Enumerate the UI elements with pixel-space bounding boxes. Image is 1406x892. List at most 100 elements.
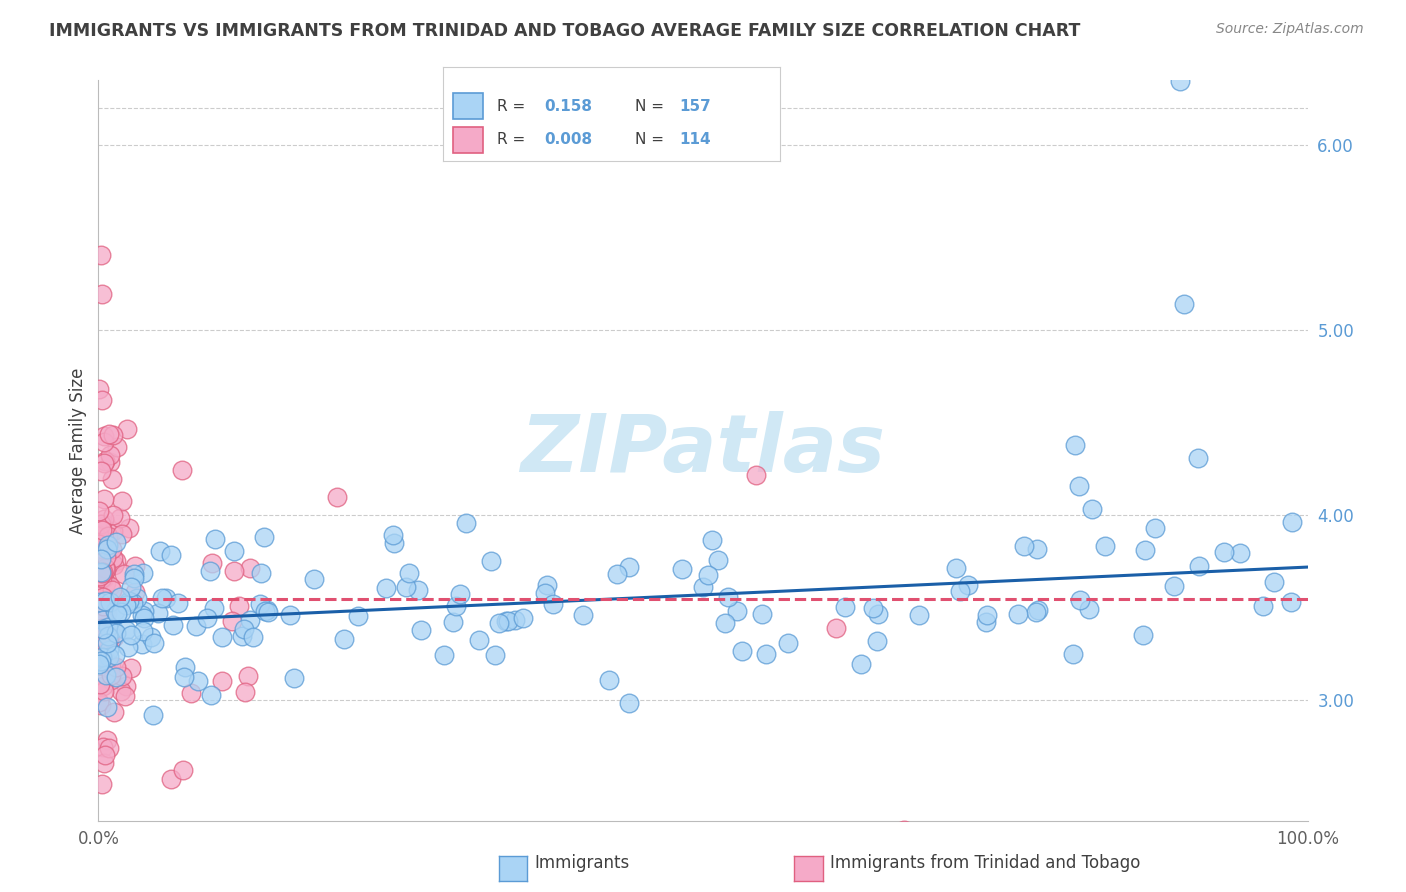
Point xyxy=(94,608,117,623)
Point xyxy=(94,634,117,648)
Point xyxy=(105,659,128,673)
Point xyxy=(110,590,132,604)
Point xyxy=(90,552,112,566)
Point xyxy=(114,598,136,612)
Point xyxy=(1025,541,1047,556)
Point xyxy=(94,654,117,668)
Point xyxy=(142,708,165,723)
Point xyxy=(89,616,111,631)
Point xyxy=(125,591,148,605)
Point xyxy=(211,630,233,644)
Point xyxy=(101,622,124,636)
Point xyxy=(495,614,517,628)
Point xyxy=(101,524,124,538)
Point xyxy=(976,608,998,623)
Point xyxy=(100,667,122,681)
Point xyxy=(87,528,110,542)
Text: 114: 114 xyxy=(679,132,710,147)
Point xyxy=(257,605,280,619)
Point xyxy=(90,621,112,635)
Point xyxy=(221,614,243,628)
Point xyxy=(433,648,456,662)
Point xyxy=(671,562,693,576)
Point xyxy=(382,536,405,550)
Point xyxy=(1069,592,1091,607)
Point xyxy=(862,600,884,615)
Point xyxy=(94,561,117,575)
Point xyxy=(111,669,134,683)
Point xyxy=(117,640,139,654)
Point xyxy=(90,698,112,712)
Point xyxy=(250,566,273,580)
Point xyxy=(1188,559,1211,574)
Text: N =: N = xyxy=(636,99,664,114)
Point xyxy=(110,683,132,698)
Point xyxy=(105,440,128,454)
Point xyxy=(93,428,115,442)
Point xyxy=(139,630,162,644)
Point xyxy=(449,587,471,601)
Y-axis label: Average Family Size: Average Family Size xyxy=(69,368,87,533)
Point xyxy=(195,611,218,625)
Point xyxy=(91,740,114,755)
Point xyxy=(89,595,111,609)
Point xyxy=(202,601,225,615)
Point xyxy=(93,756,115,771)
Point xyxy=(91,679,114,693)
Point xyxy=(468,632,491,647)
Point xyxy=(87,504,110,518)
Point xyxy=(134,611,156,625)
Text: ZIPatlas: ZIPatlas xyxy=(520,411,886,490)
Point xyxy=(96,606,118,620)
Point xyxy=(103,706,125,720)
Point xyxy=(945,561,967,575)
Point xyxy=(131,607,153,622)
Point xyxy=(1069,479,1091,493)
Point xyxy=(97,619,120,633)
Point xyxy=(90,464,112,478)
Point xyxy=(104,648,127,662)
Point xyxy=(91,634,114,648)
Point xyxy=(1007,607,1029,621)
Point xyxy=(619,696,641,710)
Point xyxy=(484,648,506,662)
Point xyxy=(91,523,114,537)
Point xyxy=(326,490,349,504)
Point xyxy=(851,657,873,671)
Point xyxy=(395,580,418,594)
Point xyxy=(868,607,890,621)
Point xyxy=(534,586,557,600)
Point xyxy=(104,535,127,549)
Point xyxy=(696,568,718,582)
Point xyxy=(1187,450,1209,465)
Point xyxy=(150,591,173,605)
Point xyxy=(91,565,114,579)
Point xyxy=(159,548,181,562)
Point xyxy=(488,616,510,631)
Text: N =: N = xyxy=(636,132,664,147)
Point xyxy=(253,604,276,618)
Point xyxy=(755,648,778,662)
Point xyxy=(1077,602,1099,616)
Point xyxy=(444,599,467,614)
Point xyxy=(91,393,114,408)
Point xyxy=(91,599,114,613)
Point xyxy=(776,635,799,649)
Point xyxy=(122,571,145,585)
Point xyxy=(1026,602,1049,616)
Point xyxy=(93,565,115,579)
Point xyxy=(302,572,325,586)
Point xyxy=(1229,546,1251,560)
Point xyxy=(239,613,262,627)
Point xyxy=(93,559,115,574)
Point xyxy=(101,551,124,566)
Point xyxy=(91,571,114,585)
Point xyxy=(91,590,114,604)
Point xyxy=(93,684,115,698)
Point xyxy=(122,596,145,610)
Point xyxy=(131,566,153,580)
Point xyxy=(228,599,250,613)
Point xyxy=(834,599,856,614)
Point xyxy=(707,553,730,567)
Point xyxy=(236,668,259,682)
